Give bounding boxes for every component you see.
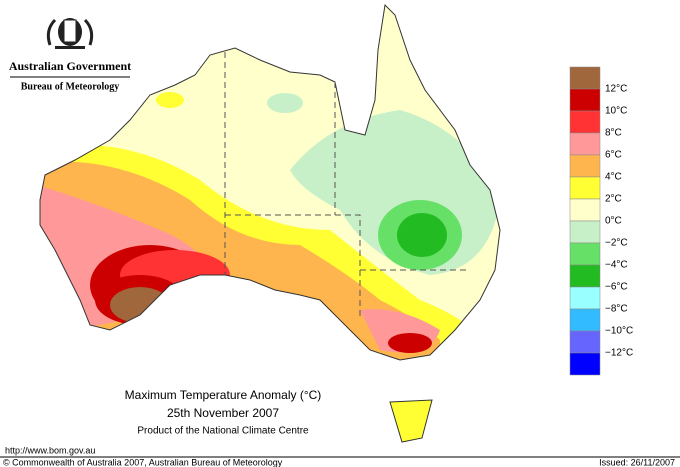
legend-swatch [569,198,601,222]
legend-swatch [569,154,601,178]
copyright: © Commonwealth of Australia 2007, Austra… [3,457,283,467]
legend-swatch [569,220,601,244]
legend-label: 2°C [605,194,622,205]
legend-label: −4°C [605,260,628,271]
url: http://www.bom.gov.au [5,445,95,455]
legend-swatch [569,66,601,90]
date: 25th November 2007 [167,406,279,420]
legend-label: −10°C [605,326,633,337]
legend-swatch [569,88,601,112]
legend-swatch [569,330,601,354]
product: Product of the National Climate Centre [137,426,309,437]
legend-swatch [569,308,601,332]
bureau-name: Bureau of Meteorology [21,81,120,92]
legend-label: −12°C [605,348,633,359]
legend-label: 8°C [605,128,622,139]
legend-label: −8°C [605,304,628,315]
issued: Issued: 26/11/2007 [599,457,675,467]
legend-swatch [569,132,601,156]
state-borders [224,52,470,320]
legend-swatch [569,352,601,376]
legend-swatch [569,110,601,134]
crest [46,18,94,49]
legend-swatch [569,286,601,310]
legend: 12°C 10°C 8°C 6°C 4°C 2°C 0°C −2°C −4°C −6°C −8°C −… [569,66,633,376]
legend-label: 6°C [605,150,622,161]
legend-label: 10°C [605,106,627,117]
legend-swatch [569,176,601,200]
tasmania [389,399,433,443]
legend-label: −6°C [605,282,628,293]
legend-swatch [569,242,601,266]
government-name: Australian Government [9,59,131,73]
legend-swatch [569,264,601,288]
legend-label: 0°C [605,216,622,227]
title: Maximum Temperature Anomaly (°C) [125,388,322,402]
legend-label: 12°C [605,84,627,95]
legend-label: 4°C [605,172,622,183]
legend-label: −2°C [605,238,628,249]
